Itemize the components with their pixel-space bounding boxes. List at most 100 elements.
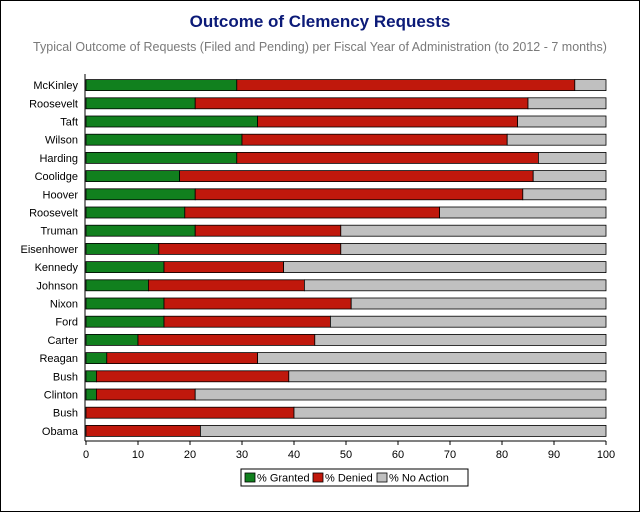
bar-5-harding-no-action	[538, 151, 607, 164]
bar-17-bush-no-action	[288, 370, 607, 383]
bar-4-wilson-no-action	[506, 133, 607, 146]
y-label-15-carter: Carter	[47, 335, 78, 347]
legend-swatch-granted	[244, 472, 256, 483]
bar-7-hoover-no-action	[522, 188, 607, 201]
bar-14-ford-no-action	[329, 315, 607, 328]
bar-13-nixon-denied	[163, 297, 352, 310]
bar-17-bush-denied	[96, 370, 290, 383]
y-label-7-hoover: Hoover	[43, 189, 79, 201]
y-label-12-johnson: Johnson	[36, 280, 78, 292]
bar-1-mckinley-no-action	[574, 79, 607, 91]
x-tick-label-80: 80	[496, 449, 508, 461]
x-tick-label-90: 90	[548, 449, 560, 461]
bars-group	[85, 79, 607, 437]
bar-8-roosevelt-no-action	[439, 206, 607, 219]
legend-label-granted: % Granted	[257, 473, 310, 485]
x-tick-label-40: 40	[288, 449, 300, 461]
bar-6-coolidge-no-action	[532, 170, 607, 183]
bar-14-ford-denied	[163, 315, 331, 328]
y-label-14-ford: Ford	[55, 317, 78, 329]
bar-9-truman-no-action	[340, 224, 607, 237]
bar-20-obama-denied	[85, 424, 201, 437]
bar-7-hoover-denied	[194, 188, 524, 201]
y-label-11-kennedy: Kennedy	[35, 262, 79, 274]
y-label-8-roosevelt: Roosevelt	[29, 208, 78, 220]
y-label-5-harding: Harding	[39, 153, 78, 165]
y-label-19-bush: Bush	[53, 408, 78, 420]
y-label-9-truman: Truman	[41, 226, 79, 238]
y-label-10-eisenhower: Eisenhower	[21, 244, 79, 256]
y-label-18-clinton: Clinton	[44, 390, 78, 402]
bar-10-eisenhower-no-action	[340, 242, 607, 255]
bar-5-harding-denied	[236, 151, 539, 164]
y-label-6-coolidge: Coolidge	[35, 171, 78, 183]
bar-9-truman-denied	[194, 224, 342, 237]
y-label-4-wilson: Wilson	[45, 135, 78, 147]
bar-11-kennedy-no-action	[283, 261, 607, 274]
bar-18-clinton-granted	[85, 388, 97, 401]
bar-6-coolidge-granted	[85, 170, 180, 183]
bar-4-wilson-denied	[241, 133, 508, 146]
bar-12-johnson-no-action	[303, 279, 607, 292]
bar-2-roosevelt-granted	[85, 97, 196, 110]
y-label-16-reagan: Reagan	[39, 353, 78, 365]
y-label-3-taft: Taft	[60, 117, 78, 129]
bar-20-obama-no-action	[199, 424, 607, 437]
x-tick-label-100: 100	[597, 449, 615, 461]
x-tick-label-30: 30	[236, 449, 248, 461]
legend-swatch-no-action	[376, 472, 388, 483]
bar-18-clinton-denied	[96, 388, 196, 401]
bar-9-truman-granted	[85, 224, 196, 237]
chart-subtitle: Typical Outcome of Requests (Filed and P…	[33, 40, 607, 54]
y-labels-group: McKinley Roosevelt Taft Wilson Harding Coolid…	[21, 80, 79, 438]
bar-10-eisenhower-denied	[158, 242, 342, 255]
y-label-2-roosevelt: Roosevelt	[29, 98, 78, 110]
bar-8-roosevelt-denied	[184, 206, 441, 219]
bar-11-kennedy-granted	[85, 261, 165, 274]
bar-2-roosevelt-denied	[194, 97, 529, 110]
bar-14-ford-granted	[85, 315, 165, 328]
legend: % Granted % Denied % No Action	[240, 468, 469, 487]
bar-10-eisenhower-granted	[85, 242, 160, 255]
y-label-13-nixon: Nixon	[50, 299, 78, 311]
x-tick-label-10: 10	[132, 449, 144, 461]
bar-15-carter-no-action	[314, 333, 607, 346]
bar-15-carter-denied	[137, 333, 316, 346]
bar-15-carter-granted	[85, 333, 139, 346]
bar-16-reagan-granted	[85, 352, 108, 365]
bar-3-taft-granted	[85, 115, 259, 128]
bar-16-reagan-no-action	[257, 352, 607, 365]
bar-4-wilson-granted	[85, 133, 243, 146]
bar-8-roosevelt-granted	[85, 206, 186, 219]
y-label-17-bush: Bush	[53, 371, 78, 383]
legend-box	[240, 468, 469, 487]
legend-swatch-denied	[312, 472, 324, 483]
bar-2-roosevelt-no-action	[527, 97, 607, 110]
bar-3-taft-denied	[257, 115, 519, 128]
x-tick-label-0: 0	[83, 449, 89, 461]
bar-12-johnson-granted	[85, 279, 149, 292]
bar-18-clinton-no-action	[194, 388, 607, 401]
bar-3-taft-no-action	[517, 115, 607, 128]
x-tick-label-60: 60	[392, 449, 404, 461]
legend-label-denied: % Denied	[325, 473, 373, 485]
x-tick-label-50: 50	[340, 449, 352, 461]
bar-16-reagan-denied	[106, 352, 259, 365]
bar-6-coolidge-denied	[179, 170, 534, 183]
bar-13-nixon-granted	[85, 297, 165, 310]
bar-13-nixon-no-action	[350, 297, 607, 310]
y-label-20-obama: Obama	[42, 426, 79, 438]
legend-label-no-action: % No Action	[389, 473, 449, 485]
bar-17-bush-granted	[85, 370, 97, 383]
x-axis-group: 0 10 20 30 40 50 60 70 80 90 100	[83, 74, 615, 461]
bar-12-johnson-denied	[147, 279, 305, 292]
bar-1-mckinley-denied	[236, 79, 576, 91]
bar-11-kennedy-denied	[163, 261, 284, 274]
bar-1-mckinley-granted	[85, 79, 238, 91]
bar-5-harding-granted	[85, 151, 238, 164]
y-label-1-mckinley: McKinley	[33, 80, 78, 92]
chart-title: Outcome of Clemency Requests	[189, 12, 451, 31]
bar-19-bush-denied	[85, 406, 295, 419]
bar-19-bush-no-action	[293, 406, 607, 419]
